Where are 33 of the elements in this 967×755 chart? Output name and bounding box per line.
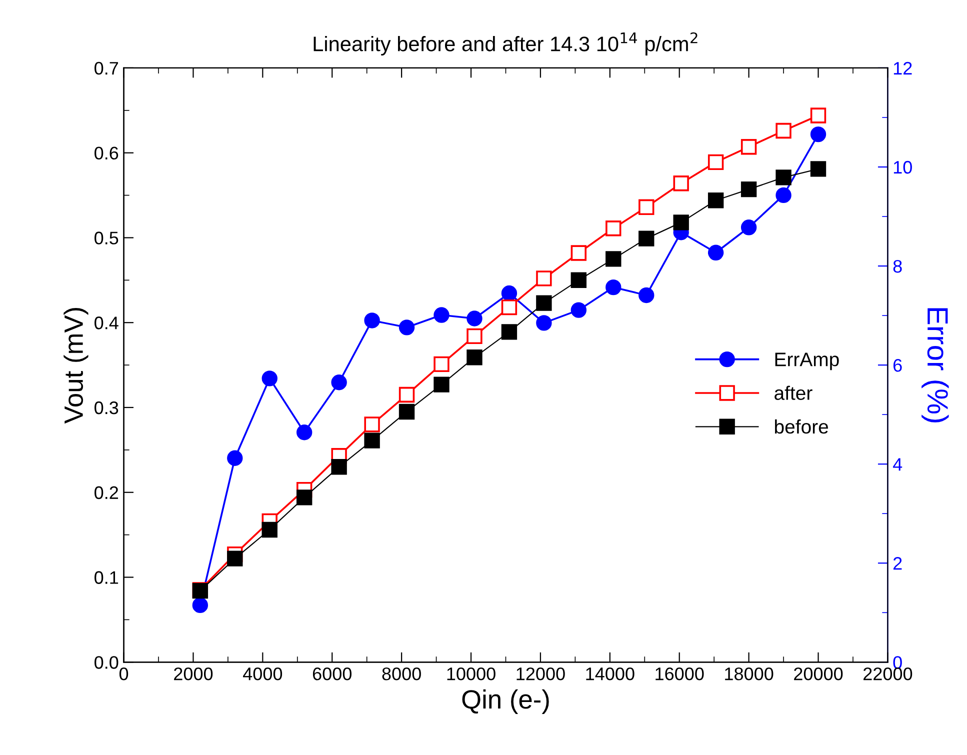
x-tick-label: 14000 (586, 667, 634, 680)
y-tick-label: 0.2 (94, 486, 118, 500)
y-tick-label: 0.4 (94, 316, 118, 330)
x-tick-label: 8000 (382, 667, 421, 680)
y2-axis-title: Error (%) (922, 308, 949, 422)
y-tick-label: 0.1 (94, 571, 118, 584)
x-tick-label: 12000 (516, 667, 565, 680)
y-tick-label: 0.3 (94, 401, 118, 414)
y2-tick-label: 8 (893, 260, 902, 273)
y2-tick-label: 2 (893, 557, 902, 570)
x-tick-label: 10000 (447, 667, 496, 680)
x-tick-label: 18000 (725, 667, 774, 680)
y2-tick-label: 12 (894, 62, 912, 74)
x-axis-title: Qin (e-) (462, 689, 549, 714)
legend-label: after (774, 386, 812, 400)
y-axis-title: Vout (mV) (64, 308, 88, 424)
y-tick-label: 0.5 (94, 232, 118, 244)
y2-tick-label: 4 (892, 458, 902, 471)
y-tick-label: 0.6 (94, 146, 118, 160)
x-tick-label: 22000 (864, 667, 912, 680)
x-tick-label: 16000 (656, 667, 704, 680)
legend-label: before (775, 419, 828, 434)
y2-tick-label: 6 (893, 358, 902, 372)
y2-tick-label: 10 (894, 160, 912, 174)
x-tick-label: 4000 (243, 667, 282, 680)
chart-title: Linearity before and after 14.3 10$^{14}$ p/cm$^{2}$ (314, 32, 698, 56)
x-tick-label: 2000 (174, 667, 213, 680)
legend-label: ErrAmp (775, 352, 839, 370)
y-tick-label: 0.7 (94, 62, 118, 75)
x-tick-label: 20000 (794, 667, 843, 680)
x-tick-label: 0 (119, 667, 128, 680)
y-tick-label: 0.0 (94, 656, 118, 669)
x-tick-label: 6000 (312, 667, 352, 680)
